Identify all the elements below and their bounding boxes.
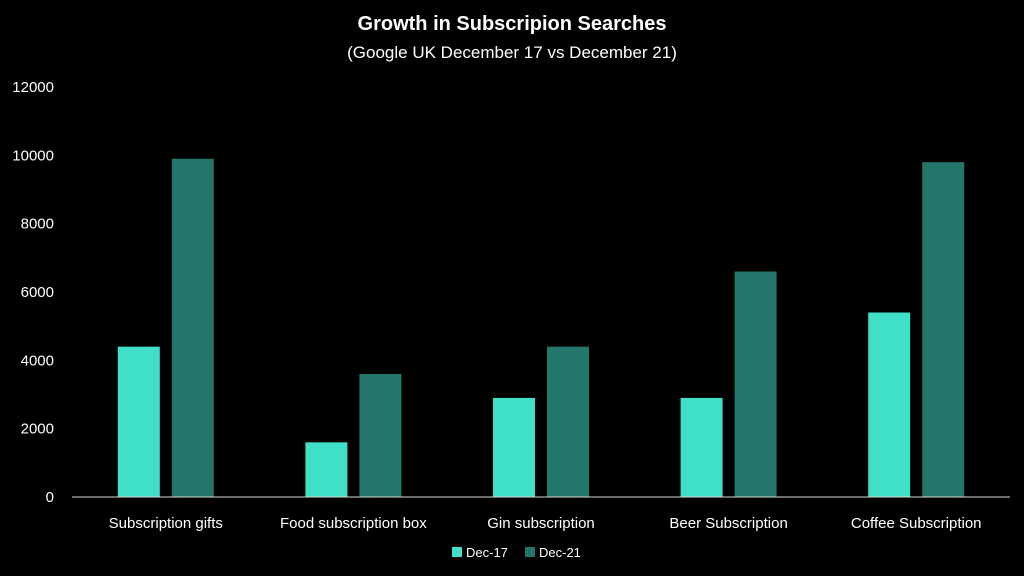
bar-dec-21-3 (547, 346, 589, 497)
y-tick-label: 10000 (12, 147, 54, 164)
legend-label: Dec-21 (539, 545, 581, 560)
bar-dec-17-2 (305, 442, 348, 497)
bars-group (117, 158, 965, 497)
bar-dec-21-1 (171, 158, 214, 497)
legend-swatch (525, 547, 535, 557)
y-tick-label: 8000 (21, 216, 54, 233)
bar-dec-21-4 (734, 271, 777, 497)
x-category-label: Subscription gifts (109, 515, 223, 532)
legend: Dec-17 Dec-21 (452, 545, 581, 560)
y-tick-label: 12000 (12, 79, 54, 96)
x-category-label: Beer Subscription (669, 515, 787, 532)
x-category-label: Gin subscription (487, 515, 595, 532)
chart-title: Growth in Subscripion Searches (358, 13, 667, 35)
y-axis: 0 2000 4000 6000 8000 10000 12000 (12, 79, 54, 506)
x-axis: Subscription gifts Food subscription box G… (109, 515, 982, 532)
y-tick-label: 2000 (21, 421, 54, 438)
y-tick-label: 4000 (21, 352, 54, 369)
y-tick-label: 6000 (21, 284, 54, 301)
chart-subtitle: (Google UK December 17 vs December 21) (347, 43, 677, 62)
x-category-label: Coffee Subscription (851, 515, 982, 532)
bar-dec-21-2 (359, 374, 402, 497)
bar-dec-17-5 (868, 312, 911, 497)
y-tick-label: 0 (46, 489, 54, 506)
bar-dec-17-3 (493, 397, 535, 497)
x-category-label: Food subscription box (280, 515, 427, 532)
bar-dec-17-1 (117, 346, 160, 497)
legend-swatch (452, 547, 462, 557)
bar-dec-17-4 (680, 397, 723, 497)
bar-dec-21-5 (922, 162, 965, 497)
legend-label: Dec-17 (466, 545, 508, 560)
